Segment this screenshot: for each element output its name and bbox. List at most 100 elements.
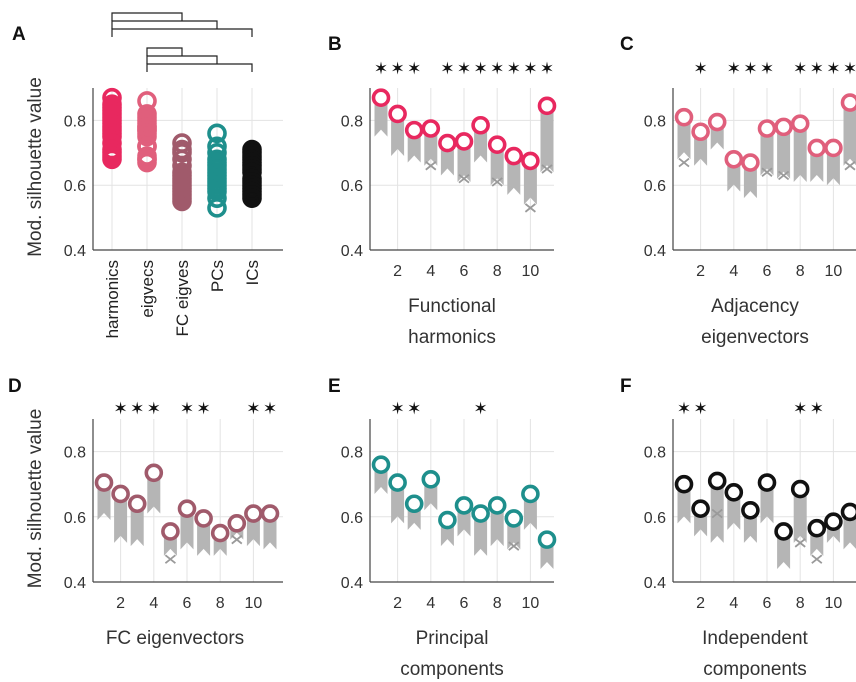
data-point bbox=[207, 123, 227, 144]
significance-star bbox=[197, 401, 210, 415]
category-label: FC eigves bbox=[173, 260, 192, 337]
x-tick-label: 2 bbox=[696, 263, 705, 280]
null-distribution-bar bbox=[540, 106, 554, 173]
significance-bracket bbox=[111, 20, 218, 29]
y-tick-label: 0.4 bbox=[64, 243, 86, 260]
data-point bbox=[421, 470, 441, 489]
null-distribution-bar bbox=[793, 122, 807, 182]
null-distribution-bar bbox=[391, 116, 405, 157]
significance-star bbox=[694, 61, 707, 75]
data-point bbox=[207, 198, 227, 218]
data-point bbox=[172, 191, 192, 212]
x-tick-label: 10 bbox=[245, 595, 263, 612]
y-tick-label: 0.8 bbox=[341, 445, 363, 462]
data-point bbox=[471, 504, 490, 523]
significance-star bbox=[761, 61, 773, 75]
y-axis-label: Mod. silhouette value bbox=[25, 409, 46, 589]
null-max-marker bbox=[164, 554, 176, 564]
data-point bbox=[521, 151, 540, 171]
panel-B: B 0.4 0.6 0.8 2 4 6 8 10 Functional harmonics bbox=[328, 34, 557, 348]
data-point bbox=[707, 471, 727, 491]
data-point bbox=[707, 112, 727, 132]
data-point bbox=[172, 143, 192, 163]
x-axis-label: harmonics bbox=[408, 327, 496, 348]
null-max-marker bbox=[491, 177, 503, 187]
null-max-marker bbox=[231, 534, 243, 545]
null-max-marker bbox=[794, 538, 806, 548]
null-distribution-bar bbox=[523, 158, 537, 205]
data-point bbox=[790, 114, 810, 133]
x-axis-label: components bbox=[703, 659, 807, 680]
null-distribution-bar bbox=[710, 473, 724, 543]
significance-star bbox=[474, 61, 487, 75]
data-point bbox=[807, 518, 827, 538]
significance-star bbox=[375, 61, 387, 75]
null-distribution-bar bbox=[677, 483, 691, 524]
data-point bbox=[227, 514, 247, 533]
significance-bracket bbox=[146, 63, 253, 72]
null-max-marker bbox=[811, 554, 823, 564]
x-tick-label: 2 bbox=[393, 595, 402, 612]
x-tick-label: 4 bbox=[426, 595, 435, 612]
x-tick-label: 2 bbox=[393, 263, 402, 280]
data-point bbox=[674, 107, 694, 127]
panel-E: E 0.4 0.6 0.8 2 4 6 8 10 Principal components bbox=[328, 376, 557, 680]
x-tick-label: 8 bbox=[493, 263, 502, 280]
data-point bbox=[388, 473, 407, 492]
data-point bbox=[404, 120, 424, 140]
data-point bbox=[371, 455, 391, 474]
y-tick-label: 0.4 bbox=[341, 243, 363, 260]
panel-C: C 0.4 0.6 0.8 2 4 6 8 10 Adjacency eigenvectors bbox=[620, 34, 856, 348]
significance-star bbox=[148, 401, 160, 415]
data-point bbox=[137, 152, 157, 173]
null-max-marker bbox=[425, 161, 437, 171]
y-tick-label: 0.4 bbox=[644, 243, 666, 260]
category-label: PCs bbox=[208, 260, 227, 292]
x-axis-label: eigenvectors bbox=[701, 327, 809, 348]
significance-star bbox=[114, 401, 127, 415]
x-axis-label: components bbox=[400, 659, 504, 680]
null-max-marker bbox=[778, 170, 790, 181]
significance-star bbox=[844, 61, 856, 75]
data-point bbox=[724, 149, 744, 169]
panel-letter: D bbox=[8, 376, 22, 397]
null-max-marker bbox=[844, 161, 856, 171]
significance-star bbox=[247, 401, 260, 415]
y-tick-label: 0.8 bbox=[64, 113, 86, 130]
null-distribution-bar bbox=[777, 122, 791, 179]
data-point bbox=[537, 96, 557, 116]
x-tick-label: 6 bbox=[460, 263, 469, 280]
data-point bbox=[757, 119, 777, 138]
data-point bbox=[824, 138, 843, 158]
x-tick-label: 10 bbox=[522, 263, 540, 280]
data-point bbox=[824, 512, 843, 531]
y-tick-label: 0.6 bbox=[644, 178, 666, 195]
significance-star bbox=[441, 61, 454, 75]
significance-star bbox=[491, 61, 503, 75]
data-point bbox=[242, 188, 262, 208]
data-point bbox=[111, 484, 130, 504]
significance-star bbox=[408, 61, 420, 75]
x-tick-label: 10 bbox=[522, 595, 540, 612]
significance-star bbox=[811, 401, 823, 415]
panel-A: A 0.4 0.6 0.8 Mod. silhouette value harmonics… bbox=[12, 12, 283, 338]
significance-star bbox=[794, 401, 806, 415]
y-tick-label: 0.6 bbox=[64, 510, 86, 527]
data-point bbox=[471, 115, 490, 135]
data-point bbox=[840, 502, 856, 522]
x-tick-label: 6 bbox=[763, 263, 772, 280]
null-max-marker bbox=[678, 157, 690, 168]
data-point bbox=[691, 499, 710, 518]
null-distribution-bar bbox=[677, 116, 691, 160]
x-tick-label: 4 bbox=[149, 595, 158, 612]
y-tick-label: 0.6 bbox=[341, 510, 363, 527]
null-distribution-bar bbox=[474, 512, 488, 556]
x-tick-label: 6 bbox=[183, 595, 192, 612]
significance-star bbox=[524, 61, 537, 75]
data-point bbox=[161, 522, 180, 541]
significance-star bbox=[391, 61, 404, 75]
data-point bbox=[454, 496, 474, 515]
data-point bbox=[487, 135, 507, 154]
significance-star bbox=[181, 401, 193, 415]
